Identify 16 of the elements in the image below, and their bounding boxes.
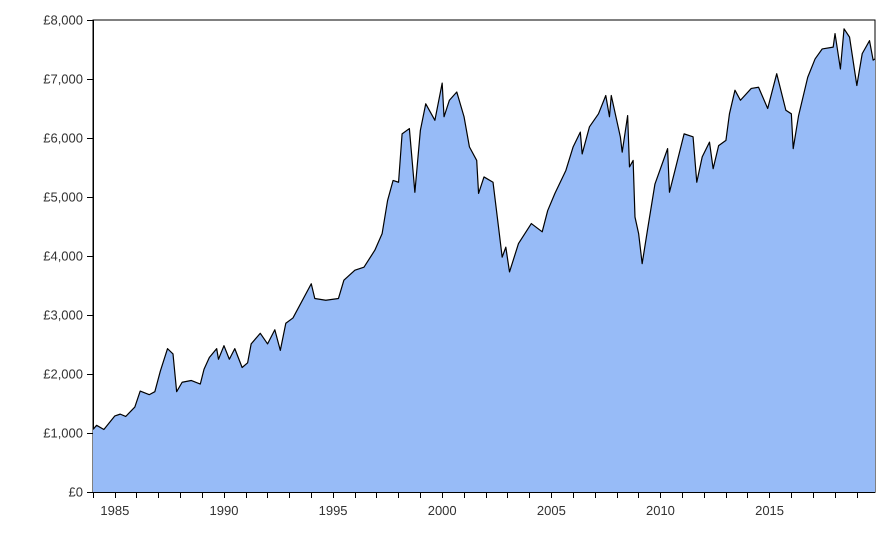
x-tick-label: 2005 bbox=[536, 503, 566, 518]
y-tick-label: £0 bbox=[68, 484, 83, 500]
y-tick-label: £2,000 bbox=[43, 366, 83, 382]
y-tick-label: £7,000 bbox=[43, 72, 83, 86]
x-tick-label: 1985 bbox=[100, 503, 130, 518]
x-tick-label: 1990 bbox=[210, 503, 238, 518]
x-tick-label: 2010 bbox=[646, 503, 675, 518]
x-tick-label: 2000 bbox=[428, 503, 457, 518]
y-tick-label: £8,000 bbox=[43, 12, 83, 28]
y-tick-label: £6,000 bbox=[43, 130, 83, 146]
y-tick-label: £1,000 bbox=[43, 426, 83, 440]
y-tick-label: £5,000 bbox=[43, 190, 83, 204]
x-tick-label: 1995 bbox=[318, 503, 348, 518]
y-tick-label: £4,000 bbox=[43, 248, 83, 264]
y-tick-label: £3,000 bbox=[43, 308, 83, 322]
x-tick-label: 2015 bbox=[755, 503, 784, 518]
